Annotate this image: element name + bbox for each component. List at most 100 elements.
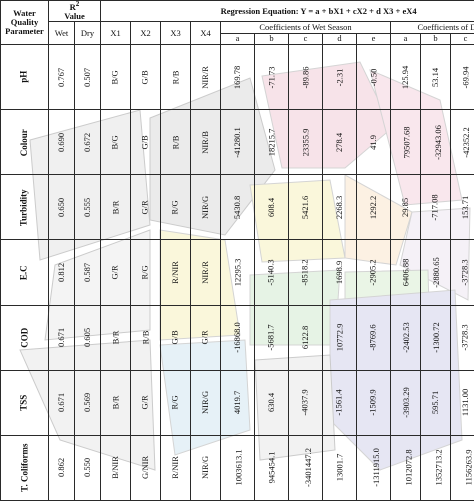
wet-coef-a-cell: 169.78: [220, 44, 256, 111]
parameter-cell-text: pH: [18, 71, 29, 84]
header-r2: R2 Value: [47, 0, 102, 23]
x3-cell-text: R/NIR: [170, 261, 181, 284]
dry-coef-a-cell-text: 29.85: [400, 197, 411, 217]
x2-cell-text: G/B: [140, 135, 151, 150]
x1-cell: B/R: [100, 174, 132, 241]
dry-coef-c-cell-text: 1156263.9: [463, 450, 474, 486]
dry-coef-b-cell: -1300.72: [420, 304, 452, 371]
dry-coef-c-cell-text: -69.94: [460, 66, 471, 89]
r2-wet-cell-text: 0.862: [56, 458, 67, 478]
x1-cell-text: B/G: [110, 135, 121, 150]
x1-cell: B/R: [100, 304, 132, 371]
dry-coef-a-cell-text: 79507.68: [401, 126, 412, 159]
header-wet-b: b: [254, 32, 290, 46]
dry-coef-a-cell: 125.94: [390, 44, 422, 111]
r2-wet-cell: 0.671: [48, 369, 75, 436]
x2-cell: G/NIR: [130, 434, 162, 501]
dry-coef-a-cell-text: -2402.53: [400, 322, 411, 353]
x3-cell-text: R/B: [170, 135, 181, 150]
dry-coef-a-cell: 1012072.8: [390, 434, 422, 501]
wet-coef-c-cell: -8518.2: [288, 239, 324, 306]
dry-coef-a-cell: 6406.88: [390, 239, 422, 306]
parameter-cell: COD: [0, 304, 49, 371]
dry-coef-a-cell: 29.85: [390, 174, 422, 241]
x1-cell-text: B/G: [110, 70, 121, 85]
wet-coef-c-cell-text: 5421.6: [300, 195, 311, 220]
wet-coef-e-cell: 1292.2: [356, 174, 392, 241]
wet-coef-b-cell: 608.4: [254, 174, 290, 241]
wet-coef-e-cell: -1311915.0: [356, 434, 392, 501]
r2-wet-cell: 0.671: [48, 304, 75, 371]
wet-coef-e-cell: -0.50: [356, 44, 392, 111]
r2-dry-cell: 0.672: [73, 109, 102, 176]
dry-coef-c-cell: -3728.3: [450, 239, 474, 306]
r2-wet-cell-text: 0.650: [56, 197, 67, 217]
x4-cell: NIR/R: [190, 44, 222, 111]
wet-coef-d-cell: 10772.9: [322, 304, 358, 371]
x3-cell-text: R/NIR: [170, 456, 181, 480]
wet-coef-d-cell-text: 10772.9: [334, 323, 345, 352]
wet-coef-a-cell-text: 12295.3: [232, 258, 243, 287]
x2-cell: G/B: [130, 44, 162, 111]
dry-coef-c-cell: -42352.2: [450, 109, 474, 176]
header-dry: Dry: [73, 21, 102, 46]
wet-coef-e-cell-text: -2905.2: [368, 259, 379, 286]
wet-coef-d-cell-text: -1561.4: [334, 389, 345, 416]
header-wet-e: e: [356, 32, 392, 46]
parameter-cell: TSS: [0, 369, 49, 436]
wet-coef-d-cell-text: 278.4: [334, 132, 345, 152]
parameter-cell-text: Colour: [18, 128, 29, 156]
wet-coef-d-cell: 278.4: [322, 109, 358, 176]
wet-coef-d-cell: -2.31: [322, 44, 358, 111]
dry-coef-c-cell-text: 153.71: [460, 195, 471, 220]
wet-coef-a-cell: 12295.3: [220, 239, 256, 306]
wet-coef-a-cell: -41280.1: [220, 109, 256, 176]
table-row: COD 0.671 0.605 B/R R/B G/B G/R -16868.0 -5681.7…: [0, 304, 474, 371]
wet-coef-b-cell-text: 608.4: [266, 197, 277, 217]
parameter-cell-text: E.C: [18, 265, 29, 280]
table-row: Turbidity 0.650 0.555 B/R G/R R/G NIR/G 5430.8 6…: [0, 174, 474, 241]
x1-cell: G/R: [100, 239, 132, 306]
x4-cell: NIR/G: [190, 434, 222, 501]
x3-cell: R/B: [160, 109, 192, 176]
dry-coef-b-cell: 595.71: [420, 369, 452, 436]
x2-cell-text: G/R: [140, 395, 151, 410]
wet-coef-d-cell: 13001.7: [322, 434, 358, 501]
x2-cell-text: R/G: [140, 265, 151, 280]
wet-coef-a-cell-text: -41280.1: [232, 127, 243, 158]
r2-dry-cell: 0.550: [73, 434, 102, 501]
table-row: pH 0.767 0.507 B/G G/B R/B NIR/R 169.78 -71.73 -8…: [0, 44, 474, 111]
dry-coef-b-cell: -717.08: [420, 174, 452, 241]
wet-coef-c-cell: 6122.8: [288, 304, 324, 371]
r2-wet-cell: 0.862: [48, 434, 75, 501]
parameter-cell: Colour: [0, 109, 49, 176]
wet-coef-a-cell-text: 5430.8: [232, 195, 243, 220]
dry-coef-c-cell-text: 1131.00: [460, 389, 471, 417]
x4-cell: G/R: [190, 304, 222, 371]
dry-coef-b-cell: -2880.65: [420, 239, 452, 306]
wet-coef-a-cell: 4019.7: [220, 369, 256, 436]
wet-coef-b-cell: -5140.3: [254, 239, 290, 306]
r2-wet-cell-text: 0.767: [56, 67, 67, 87]
x4-cell: NIR/R: [190, 239, 222, 306]
wet-coef-e-cell: -8769.6: [356, 304, 392, 371]
parameter-cell-text: T. Coliforms: [19, 443, 30, 493]
x2-cell-text: G/B: [140, 70, 151, 85]
r2-dry-cell: 0.555: [73, 174, 102, 241]
parameter-cell: T. Coliforms: [0, 434, 49, 501]
wet-coef-b-cell: 945454.1: [254, 434, 290, 501]
dry-coef-c-cell: 1131.00: [450, 369, 474, 436]
r2-dry-cell-text: 0.555: [82, 197, 93, 217]
r2-wet-cell-text: 0.690: [56, 132, 67, 152]
header-wet-a: a: [220, 32, 256, 46]
dry-coef-b-cell-text: 595.71: [430, 391, 441, 415]
header-x2: X2: [130, 21, 162, 46]
x4-cell-text: NIR/R: [200, 261, 211, 284]
table-row: TSS 0.671 0.569 B/R G/R R/G NIR/G 4019.7 630.4 -4…: [0, 369, 474, 436]
x4-cell-text: NIR/G: [200, 195, 211, 219]
parameter-cell-text: COD: [18, 327, 29, 348]
x2-cell-text: G/NIR: [140, 456, 151, 480]
wet-coef-c-cell: -3401447.2: [288, 434, 324, 501]
header-parameter: Water Quality Parameter: [0, 0, 49, 46]
header-regression-equation: Regression Equation: Y = a + bX1 + cX2 +…: [100, 0, 474, 23]
